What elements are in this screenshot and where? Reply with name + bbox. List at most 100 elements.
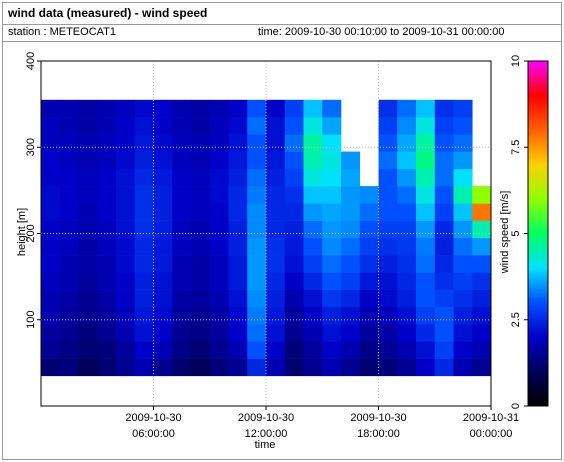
heat-cell bbox=[322, 203, 342, 221]
heat-cell bbox=[228, 306, 248, 325]
heat-cell bbox=[97, 255, 117, 273]
heat-cell bbox=[172, 324, 192, 342]
heat-cell bbox=[359, 186, 379, 204]
heat-cell bbox=[416, 289, 436, 308]
colorbar-tick-label: 0 bbox=[510, 403, 522, 409]
heat-cell bbox=[116, 151, 136, 170]
colorbar-tick-label: 2.5 bbox=[510, 312, 522, 327]
heat-cell bbox=[378, 151, 398, 170]
heat-cell bbox=[472, 324, 492, 342]
heat-cell bbox=[97, 117, 117, 135]
heat-cell bbox=[97, 341, 117, 359]
heat-cell bbox=[228, 289, 248, 308]
heat-cell bbox=[341, 324, 361, 342]
colorbar-label: wind speed [m/s] bbox=[499, 191, 511, 275]
heat-cell bbox=[434, 255, 454, 273]
heat-cell bbox=[172, 237, 192, 256]
heat-cell bbox=[303, 324, 323, 342]
heat-cell bbox=[153, 203, 173, 221]
heat-cell bbox=[116, 203, 136, 221]
heat-cell bbox=[434, 358, 454, 377]
heat-cell bbox=[41, 134, 61, 152]
heat-cell bbox=[416, 341, 436, 359]
heat-cell bbox=[453, 272, 473, 290]
heat-cell bbox=[359, 237, 379, 256]
heat-cell bbox=[172, 358, 192, 377]
y-tick-label: 100 bbox=[25, 311, 37, 329]
heat-cell bbox=[116, 272, 136, 290]
heat-cell bbox=[134, 255, 154, 273]
heat-cell bbox=[453, 117, 473, 135]
heat-cell bbox=[472, 341, 492, 359]
heat-cell bbox=[59, 358, 79, 377]
heat-cell bbox=[397, 151, 417, 170]
heat-cell bbox=[416, 306, 436, 325]
heat-cell bbox=[228, 272, 248, 290]
heat-cell bbox=[97, 168, 117, 187]
heat-cell bbox=[416, 134, 436, 152]
heat-cell bbox=[416, 168, 436, 187]
heat-cell bbox=[59, 203, 79, 221]
heat-cell bbox=[153, 324, 173, 342]
heat-cell bbox=[416, 272, 436, 290]
heat-cell bbox=[284, 168, 304, 187]
heat-cell bbox=[172, 341, 192, 359]
heat-cell bbox=[97, 203, 117, 221]
x-tick-label: 2009-10-30 12:00:00 bbox=[238, 412, 294, 440]
colorbar-tick-label: 5 bbox=[510, 230, 522, 236]
heat-cell bbox=[359, 272, 379, 290]
heat-cell bbox=[78, 117, 98, 135]
heat-cell bbox=[78, 358, 98, 377]
heat-cell bbox=[341, 203, 361, 221]
heat-cell bbox=[322, 341, 342, 359]
heat-cell bbox=[134, 99, 154, 118]
heat-cell bbox=[266, 255, 286, 273]
heat-cell bbox=[453, 324, 473, 342]
heat-cell bbox=[303, 341, 323, 359]
heat-cell bbox=[397, 358, 417, 377]
heat-cell bbox=[303, 358, 323, 377]
heat-cell bbox=[322, 272, 342, 290]
heat-cell bbox=[116, 220, 136, 239]
heat-cell bbox=[416, 186, 436, 204]
heat-cell bbox=[247, 220, 267, 239]
heat-cell bbox=[341, 151, 361, 170]
heat-cell bbox=[434, 306, 454, 325]
heat-cell bbox=[453, 358, 473, 377]
heat-cell bbox=[153, 341, 173, 359]
y-tick-label: 200 bbox=[25, 224, 37, 242]
heat-cell bbox=[378, 237, 398, 256]
heat-cell bbox=[284, 151, 304, 170]
heat-cell bbox=[247, 341, 267, 359]
heat-cell bbox=[397, 289, 417, 308]
y-tick-label: 300 bbox=[25, 138, 37, 156]
heat-cell bbox=[266, 358, 286, 377]
heat-cell bbox=[322, 117, 342, 135]
heat-cell bbox=[434, 134, 454, 152]
heat-cell bbox=[322, 255, 342, 273]
colorbar-tick-label: 7.5 bbox=[510, 140, 522, 155]
heat-cell bbox=[228, 220, 248, 239]
heat-cell bbox=[78, 272, 98, 290]
heat-cell bbox=[266, 341, 286, 359]
y-tick-label: 400 bbox=[25, 52, 37, 70]
heat-cell bbox=[303, 255, 323, 273]
heat-cell bbox=[191, 203, 211, 221]
heat-cell bbox=[134, 306, 154, 325]
heat-cell bbox=[41, 203, 61, 221]
heat-cell bbox=[172, 272, 192, 290]
heat-cell bbox=[59, 341, 79, 359]
heat-cell bbox=[397, 306, 417, 325]
heat-cell bbox=[209, 255, 229, 273]
heat-cell bbox=[172, 168, 192, 187]
heat-cell bbox=[416, 220, 436, 239]
heat-cell bbox=[78, 289, 98, 308]
heat-cell bbox=[284, 358, 304, 377]
heat-cell bbox=[322, 134, 342, 152]
heat-cell bbox=[134, 341, 154, 359]
heat-cell bbox=[378, 255, 398, 273]
heat-cell bbox=[172, 203, 192, 221]
heat-cell bbox=[116, 134, 136, 152]
